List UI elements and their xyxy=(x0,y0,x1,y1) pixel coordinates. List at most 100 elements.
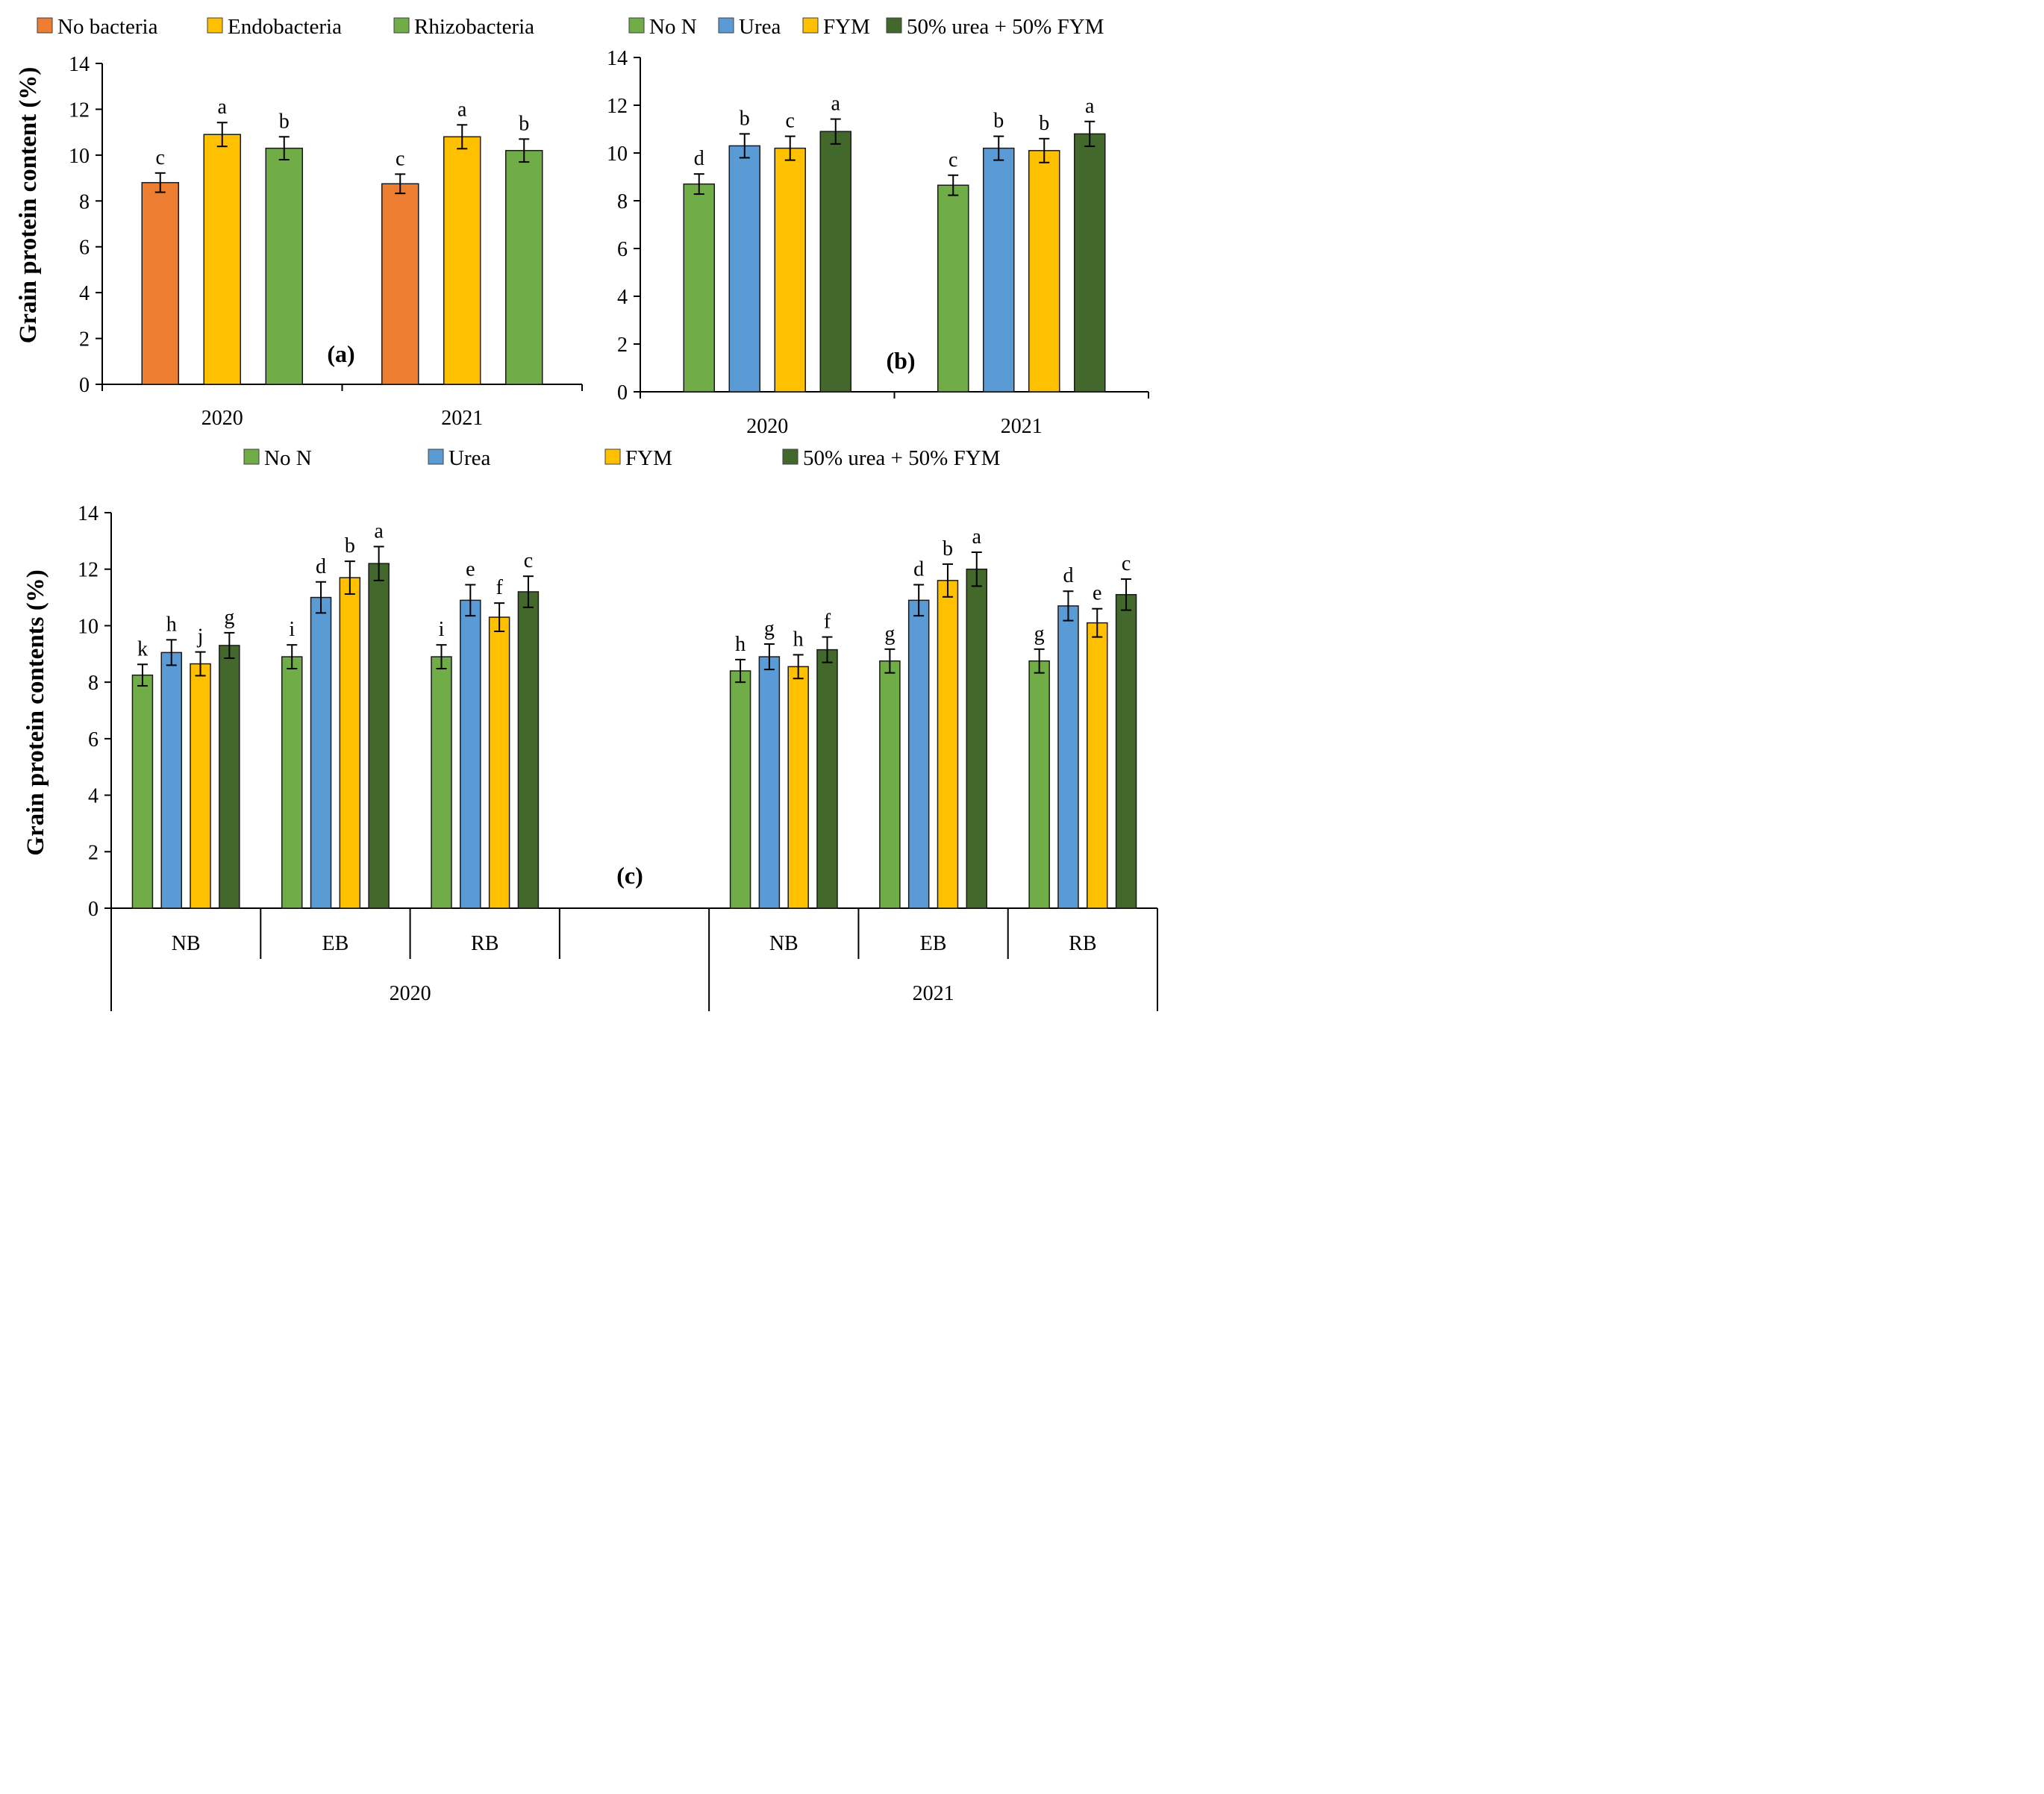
legend-swatch-rhizobacteria xyxy=(393,17,410,34)
significance-letter: f xyxy=(824,610,831,634)
significance-letter: a xyxy=(831,93,841,116)
chart-a: No bacteria Endobacteria Rhizobacteria 0 2 4 6… xyxy=(15,15,583,430)
x-category-label: EB xyxy=(920,932,947,955)
significance-letter: h xyxy=(166,613,177,636)
legend-label-fym: FYM xyxy=(625,446,672,470)
x-category-label: 2020 xyxy=(201,407,243,430)
bar-no-n-eb-5 xyxy=(879,660,901,909)
y-tick-label: 0 xyxy=(79,374,90,397)
chart-c: No N Urea FYM 50% urea + 50% FYM 0 2 4 6 8 10 12 14… xyxy=(22,446,1158,1011)
bar-urea-eb-1 xyxy=(310,596,332,909)
y-tick-label: 4 xyxy=(79,282,90,305)
significance-letter: c xyxy=(1122,552,1131,575)
legend-label-urea: Urea xyxy=(739,15,781,39)
y-tick-label: 10 xyxy=(607,143,628,166)
legend-swatch-50-urea-50-fym xyxy=(886,17,902,34)
bar-50-urea-50-fym-2020-0 xyxy=(819,131,851,393)
significance-letter: d xyxy=(1063,564,1073,587)
significance-letter: i xyxy=(289,618,295,641)
legend-swatch-no-n xyxy=(243,448,260,465)
legend-label-no-n: No N xyxy=(649,15,697,39)
bar-urea-2021-1 xyxy=(983,147,1015,393)
x-group-label-2020: 2020 xyxy=(390,982,431,1005)
significance-letter: h xyxy=(793,628,804,651)
bar-fym-nb-0 xyxy=(190,663,211,909)
significance-letter: b xyxy=(279,110,290,133)
significance-letter: e xyxy=(1093,582,1101,605)
significance-letter: g xyxy=(884,622,895,646)
bar-50-urea-50-fym-rb-6 xyxy=(1115,594,1137,909)
panel-label: (c) xyxy=(616,862,643,889)
legend-label-no-n: No N xyxy=(264,446,312,470)
legend-label-50-urea-50-fym: 50% urea + 50% FYM xyxy=(803,446,1000,470)
x-category-label: RB xyxy=(1069,932,1096,955)
legend-swatch-50-urea-50-fym xyxy=(782,448,798,465)
bar-50-urea-50-fym-eb-5 xyxy=(966,568,988,909)
bar-no-n-nb-0 xyxy=(131,674,154,909)
legend-swatch-no-bacteria xyxy=(37,17,53,34)
bar-urea-rb-2 xyxy=(460,599,481,909)
legend-label-50-urea-50-fym: 50% urea + 50% FYM xyxy=(907,15,1104,39)
bar-50-urea-50-fym-eb-1 xyxy=(368,563,390,909)
panel-label: (b) xyxy=(886,347,915,374)
significance-letter: c xyxy=(156,146,165,169)
y-tick-label: 2 xyxy=(79,328,90,351)
y-tick-label: 0 xyxy=(617,381,628,404)
x-category-label: 2021 xyxy=(1001,415,1043,438)
bar-fym-eb-5 xyxy=(937,580,959,909)
significance-letter: d xyxy=(316,555,326,578)
significance-letter: a xyxy=(374,519,384,543)
y-tick-label: 0 xyxy=(88,898,99,921)
significance-letter: a xyxy=(218,96,228,119)
y-tick-label: 12 xyxy=(607,95,628,118)
legend-label-endobacteria: Endobacteria xyxy=(228,15,342,39)
x-category-label: RB xyxy=(471,932,499,955)
bar-50-urea-50-fym-rb-2 xyxy=(517,591,540,909)
significance-letter: a xyxy=(972,525,982,548)
legend-label-rhizobacteria: Rhizobacteria xyxy=(414,15,534,39)
bar-no-n-rb-2 xyxy=(431,656,452,909)
bar-fym-rb-6 xyxy=(1087,622,1108,909)
significance-letter: g xyxy=(224,606,234,629)
significance-letter: d xyxy=(694,147,704,170)
significance-letter: b xyxy=(1039,112,1049,135)
bar-fym-2021-1 xyxy=(1028,150,1060,393)
significance-letter: b xyxy=(740,107,750,130)
significance-letter: a xyxy=(1085,95,1095,118)
bar-no-n-nb-4 xyxy=(729,670,751,909)
bar-no-n-eb-1 xyxy=(281,656,303,909)
y-tick-label: 6 xyxy=(617,238,628,261)
y-tick-label: 8 xyxy=(88,672,99,695)
bar-fym-2020-0 xyxy=(774,147,806,393)
significance-letter: a xyxy=(457,98,467,121)
significance-letter: i xyxy=(439,618,445,641)
significance-letter: c xyxy=(396,147,404,170)
y-tick-label: 10 xyxy=(78,615,99,638)
bar-endobacteria-2020-0 xyxy=(203,134,241,385)
significance-letter: c xyxy=(524,549,533,572)
y-tick-label: 6 xyxy=(88,728,99,751)
legend-swatch-fym xyxy=(604,448,621,465)
bar-urea-nb-4 xyxy=(758,656,781,909)
bar-no-bacteria-2021-1 xyxy=(381,183,419,385)
bar-urea-eb-5 xyxy=(907,599,930,909)
y-axis-title: Grain protein content (%) xyxy=(15,67,42,344)
x-category-label: EB xyxy=(322,932,349,955)
significance-letter: b xyxy=(943,537,953,560)
significance-letter: h xyxy=(735,633,746,656)
bar-no-n-2020-0 xyxy=(683,183,715,393)
legend-label-fym: FYM xyxy=(823,15,870,39)
x-category-label: NB xyxy=(172,932,201,955)
bar-no-bacteria-2020-0 xyxy=(141,181,179,385)
significance-letter: k xyxy=(137,637,148,660)
y-tick-label: 4 xyxy=(88,785,99,808)
bar-urea-nb-0 xyxy=(160,651,182,909)
y-tick-label: 12 xyxy=(78,559,99,582)
y-tick-label: 12 xyxy=(69,99,90,122)
bar-fym-eb-1 xyxy=(339,577,361,909)
significance-letter: g xyxy=(1034,622,1045,646)
bar-rhizobacteria-2020-0 xyxy=(265,147,303,385)
x-category-label: 2021 xyxy=(441,407,483,430)
y-tick-label: 14 xyxy=(607,47,628,70)
significance-letter: g xyxy=(764,617,775,640)
